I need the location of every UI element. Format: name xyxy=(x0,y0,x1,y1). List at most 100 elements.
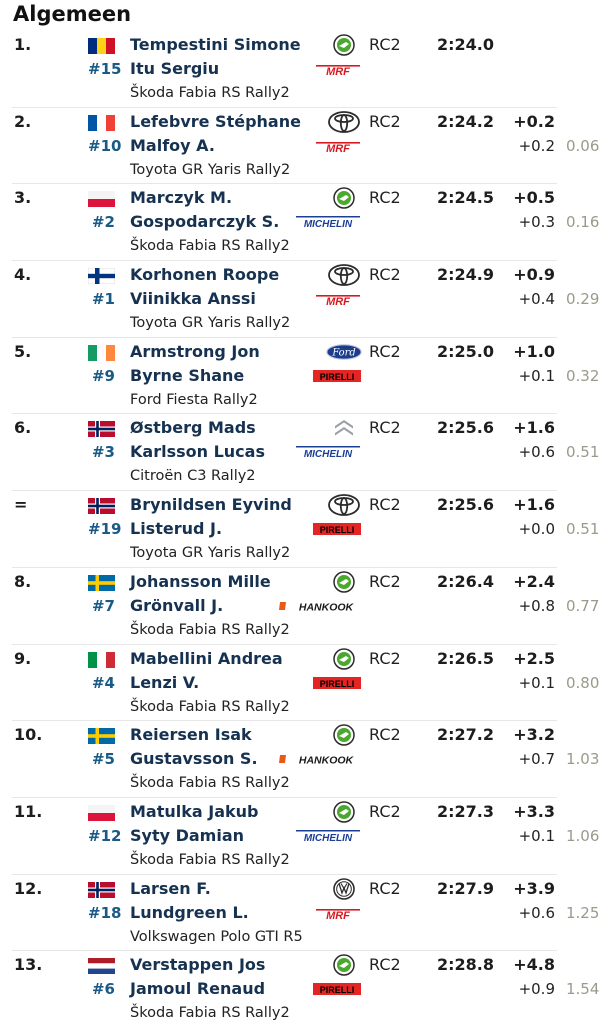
stage-time: 2:24.0 xyxy=(437,35,495,54)
driver-name[interactable]: Matulka Jakub xyxy=(130,801,259,821)
position: 8. xyxy=(14,571,32,591)
svg-text:MICHELIN: MICHELIN xyxy=(304,219,353,229)
codriver-name[interactable]: Karlsson Lucas xyxy=(130,442,265,462)
table-row[interactable]: 10. #5 Reiersen Isak Gustavsson S. Škoda… xyxy=(0,721,613,798)
class-label: RC2 xyxy=(369,648,401,668)
car-model: Škoda Fabia RS Rally2 xyxy=(130,775,290,792)
car-number[interactable]: #2 xyxy=(91,213,115,232)
codriver-name[interactable]: Lundgreen L. xyxy=(130,902,249,922)
table-row[interactable]: 6. #3 Østberg Mads Karlsson Lucas Citroë… xyxy=(0,414,613,492)
stage-time: 2:27.3 xyxy=(437,801,495,821)
driver-name[interactable]: Reiersen Isak xyxy=(130,725,252,745)
class-label: RC2 xyxy=(369,341,401,361)
stage-time: 2:24.9 xyxy=(437,265,495,285)
driver-name[interactable]: Larsen F. xyxy=(130,878,211,898)
pirelli-tyre-logo-icon: PIRELLI xyxy=(278,980,362,998)
class-label: RC2 xyxy=(369,35,401,54)
codriver-name[interactable]: Jamoul Renaud xyxy=(130,979,266,999)
driver-name[interactable]: Østberg Mads xyxy=(130,418,256,438)
stage-time: 2:24.2 xyxy=(437,111,495,131)
car-number[interactable]: #1 xyxy=(91,290,115,309)
driver-name[interactable]: Johansson Mille xyxy=(130,571,271,591)
car-model: Ford Fiesta Rally2 xyxy=(130,391,258,408)
driver-name[interactable]: Lefebvre Stéphane xyxy=(130,111,301,131)
codriver-name[interactable]: Lenzi V. xyxy=(130,672,200,692)
car-number[interactable]: #10 xyxy=(88,136,122,155)
codriver-name[interactable]: Listerud J. xyxy=(130,519,223,539)
gap-percent: 1.03 xyxy=(566,750,600,769)
table-row[interactable]: 9. #4 Mabellini Andrea Lenzi V. Škoda Fa… xyxy=(0,645,613,722)
svg-text:MICHELIN: MICHELIN xyxy=(304,449,353,459)
class-label: RC2 xyxy=(369,418,401,438)
flag-fi-icon xyxy=(88,268,115,285)
row-divider xyxy=(12,106,557,108)
stage-time: 2:27.9 xyxy=(437,878,495,898)
driver-name[interactable]: Marczyk M. xyxy=(130,188,233,208)
car-model: Toyota GR Yaris Rally2 xyxy=(130,161,291,178)
class-label: RC2 xyxy=(369,265,401,285)
car-number[interactable]: #7 xyxy=(91,596,115,615)
michelin-tyre-logo-icon: MICHELIN xyxy=(278,443,362,461)
gap-percent: 0.32 xyxy=(566,366,600,385)
codriver-name[interactable]: Syty Damian xyxy=(130,825,245,845)
car-number[interactable]: #18 xyxy=(88,903,122,922)
class-label: RC2 xyxy=(369,955,401,975)
table-row[interactable]: 3. #2 Marczyk M. Gospodarczyk S. Škoda F… xyxy=(0,184,613,262)
hankook-tyre-logo-icon: HANKOOK xyxy=(278,597,362,615)
toyota-logo-icon xyxy=(326,494,362,517)
table-row[interactable]: 1. #15 Tempestini Simone Itu Sergiu Škod… xyxy=(0,31,613,108)
car-number[interactable]: #5 xyxy=(91,750,115,769)
row-divider xyxy=(12,413,557,415)
driver-name[interactable]: Tempestini Simone xyxy=(130,35,301,54)
codriver-name[interactable]: Byrne Shane xyxy=(130,365,245,385)
hankook-tyre-logo-icon: HANKOOK xyxy=(278,750,362,768)
table-row[interactable]: 13. #6 Verstappen Jos Jamoul Renaud Škod… xyxy=(0,951,613,1028)
flag-se-icon xyxy=(88,728,115,745)
gap-percent: 0.06 xyxy=(566,136,600,155)
driver-name[interactable]: Korhonen Roope xyxy=(130,265,280,285)
position: 4. xyxy=(14,265,32,285)
table-row[interactable]: 12. #18 Larsen F. Lundgreen L. Volkswage… xyxy=(0,875,613,952)
row-divider xyxy=(12,566,557,568)
driver-name[interactable]: Mabellini Andrea xyxy=(130,648,283,668)
table-row[interactable]: 8. #7 Johansson Mille Grönvall J. Škoda … xyxy=(0,568,613,645)
table-row[interactable]: 2. #10 Lefebvre Stéphane Malfoy A. Toyot… xyxy=(0,108,613,185)
results-list: 1. #15 Tempestini Simone Itu Sergiu Škod… xyxy=(0,31,613,1028)
svg-text:MICHELIN: MICHELIN xyxy=(304,833,353,843)
car-number[interactable]: #19 xyxy=(88,520,122,539)
codriver-name[interactable]: Gospodarczyk S. xyxy=(130,212,280,232)
gap-to-previous: +0.4 xyxy=(518,290,555,309)
table-row[interactable]: 11. #12 Matulka Jakub Syty Damian Škoda … xyxy=(0,798,613,875)
table-row[interactable]: 4. #1 Korhonen Roope Viinikka Anssi Toyo… xyxy=(0,261,613,338)
codriver-name[interactable]: Gustavsson S. xyxy=(130,749,258,769)
codriver-name[interactable]: Malfoy A. xyxy=(130,135,215,155)
table-row[interactable]: 5. #9 Armstrong Jon Byrne Shane Ford Fie… xyxy=(0,338,613,415)
driver-name[interactable]: Verstappen Jos xyxy=(130,955,266,975)
svg-text:PIRELLI: PIRELLI xyxy=(320,372,355,382)
gap-to-previous: +0.1 xyxy=(518,366,555,385)
car-number[interactable]: #12 xyxy=(88,826,122,845)
driver-name[interactable]: Armstrong Jon xyxy=(130,341,260,361)
gap-to-leader: +1.0 xyxy=(513,341,555,361)
car-number[interactable]: #4 xyxy=(91,673,115,692)
car-model: Toyota GR Yaris Rally2 xyxy=(130,315,291,332)
codriver-name[interactable]: Grönvall J. xyxy=(130,595,224,615)
class-label: RC2 xyxy=(369,188,401,208)
driver-name[interactable]: Brynildsen Eyvind xyxy=(130,495,292,515)
car-number[interactable]: #15 xyxy=(88,60,122,78)
stage-time: 2:26.4 xyxy=(437,571,495,591)
codriver-name[interactable]: Viinikka Anssi xyxy=(130,289,256,309)
codriver-name[interactable]: Itu Sergiu xyxy=(130,59,220,78)
gap-to-leader: +2.4 xyxy=(513,571,555,591)
flag-pl-icon xyxy=(88,804,115,821)
car-number[interactable]: #6 xyxy=(91,980,115,999)
car-number[interactable]: #3 xyxy=(91,443,115,462)
svg-text:HANKOOK: HANKOOK xyxy=(299,601,355,613)
table-row[interactable]: = #19 Brynildsen Eyvind Listerud J. Toyo… xyxy=(0,491,613,568)
stage-time: 2:28.8 xyxy=(437,955,495,975)
row-divider xyxy=(12,950,557,952)
pirelli-tyre-logo-icon: PIRELLI xyxy=(278,367,362,385)
row-divider xyxy=(12,183,557,185)
car-number[interactable]: #9 xyxy=(91,366,115,385)
gap-to-leader: +2.5 xyxy=(513,648,555,668)
